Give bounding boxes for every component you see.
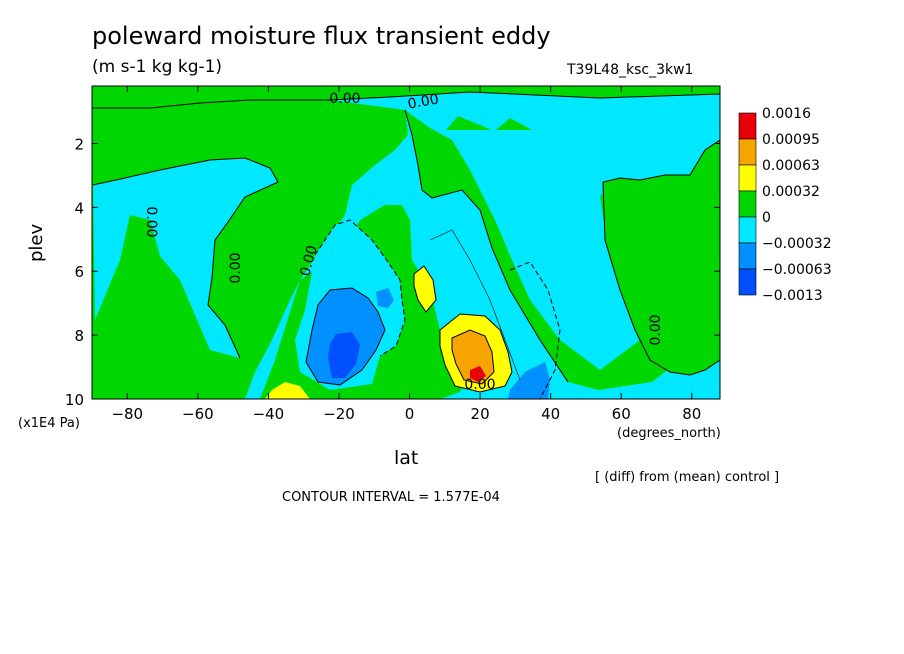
contour-lines: [92, 91, 720, 399]
legend-level-label: −0.00063: [762, 262, 832, 278]
field-top-triangle-3: [496, 118, 532, 130]
field-deep-negative: [328, 332, 360, 378]
chart-units: (m s-1 kg kg-1): [92, 57, 223, 77]
y-tick-label: 10: [65, 391, 84, 409]
field-north-negative: [508, 362, 550, 399]
zero-label: 0.00: [329, 91, 360, 107]
legend-level-label: 0.00095: [762, 132, 820, 148]
x-axis-title: lat: [394, 447, 419, 469]
contour-interval: CONTOUR INTERVAL = 1.577E-04: [282, 490, 500, 505]
legend-swatch: [738, 164, 757, 192]
field-yellow-island: [414, 266, 436, 312]
legend-swatch: [738, 190, 757, 218]
x-tick-label: 80: [682, 405, 701, 423]
x-tick-label: 60: [612, 405, 631, 423]
y-tick-label: 2: [74, 135, 84, 153]
run-label: T39L48_ksc_3kw1: [567, 62, 694, 78]
legend-swatch: [738, 268, 757, 296]
zero-label: 0.00: [143, 206, 159, 237]
zero-label: 0.00: [407, 91, 440, 112]
zero-label: 0.00: [464, 377, 495, 393]
y-tick-label: 4: [74, 199, 84, 217]
legend-swatch: [738, 112, 757, 140]
plot-frame: [91, 85, 721, 400]
legend-level-label: 0.00063: [762, 158, 820, 174]
field-south-positive: [92, 86, 408, 399]
field-small-negative: [376, 288, 394, 308]
legend-level-label: 0.0016: [762, 106, 811, 122]
field-top-triangle-1: [338, 116, 368, 130]
zero-contour-labels: 0.00 0.00 0.00 0.00 0.00 0.00 0.00: [143, 91, 664, 393]
field-north-positive: [603, 140, 720, 375]
legend-level-label: −0.0013: [762, 288, 823, 304]
x-axis: −80 −60 −40 −20 0 20 40 60 80: [111, 86, 701, 423]
x-units: (degrees_north): [617, 426, 721, 441]
x-tick-label: 20: [471, 405, 490, 423]
field-south-negative: [93, 158, 278, 358]
y-axis-title: plev: [26, 223, 47, 262]
y-axis: 2 4 6 8 10: [65, 135, 720, 409]
legend-swatch: [738, 138, 757, 166]
legend-swatch: [738, 242, 757, 270]
legend: 0.0016 0.00095 0.00063 0.00032 0 −0.00032 −0.0…: [738, 106, 832, 304]
zero-label: 0.00: [297, 244, 321, 278]
x-tick-label: −80: [111, 405, 143, 423]
x-tick-label: 0: [405, 405, 415, 423]
field-top-triangle-2: [446, 116, 492, 130]
chart-title: poleward moisture flux transient eddy: [92, 22, 551, 50]
legend-level-label: 0: [762, 210, 771, 226]
y-tick-label: 8: [74, 327, 84, 345]
field-tropical-orange: [452, 330, 494, 384]
field-tropical-red: [470, 366, 486, 382]
legend-swatch: [738, 216, 757, 244]
legend-level-label: −0.00032: [762, 236, 832, 252]
zero-label: 0.00: [228, 252, 244, 283]
field-top-positive: [92, 86, 720, 108]
y-units: (x1E4 Pa): [18, 416, 80, 431]
field-south-yellow: [265, 382, 310, 399]
x-tick-label: −20: [323, 405, 355, 423]
legend-level-label: 0.00032: [762, 184, 820, 200]
x-tick-label: 40: [541, 405, 560, 423]
zero-label: 0.00: [648, 314, 664, 345]
comparison-note: [ (diff) from (mean) control ]: [595, 470, 780, 485]
y-tick-label: 6: [74, 263, 84, 281]
x-tick-label: −60: [182, 405, 214, 423]
contour-field: [92, 86, 720, 399]
x-tick-label: −40: [253, 405, 285, 423]
